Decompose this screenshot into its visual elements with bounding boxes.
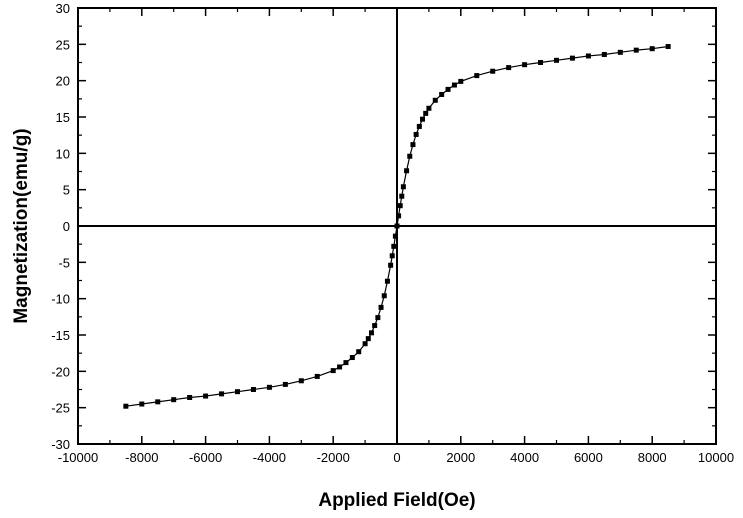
data-point xyxy=(617,49,623,55)
y-tick-label: -25 xyxy=(51,401,70,416)
data-point xyxy=(439,91,445,97)
y-tick-label: -30 xyxy=(51,437,70,452)
x-tick-label: -6000 xyxy=(189,450,222,465)
data-point xyxy=(378,304,384,310)
data-point xyxy=(420,116,426,122)
data-point xyxy=(266,384,272,390)
x-axis-title: Applied Field(Oe) xyxy=(318,490,475,511)
data-point xyxy=(235,389,240,395)
data-point xyxy=(139,401,145,407)
data-point xyxy=(171,397,177,403)
data-point xyxy=(365,336,371,342)
data-point xyxy=(155,399,161,405)
data-point xyxy=(282,381,288,387)
data-point xyxy=(349,355,355,361)
y-tick-label: -15 xyxy=(51,328,70,343)
x-tick-label: 10000 xyxy=(698,450,734,465)
x-tick-label: 6000 xyxy=(574,450,603,465)
x-tick-label: -10000 xyxy=(58,450,98,465)
x-tick-label: -2000 xyxy=(317,450,350,465)
data-point xyxy=(506,65,512,71)
data-point xyxy=(458,78,464,84)
data-point xyxy=(522,62,528,68)
x-tick-label: -4000 xyxy=(253,450,286,465)
data-point xyxy=(649,46,655,52)
data-point xyxy=(356,349,362,355)
y-tick-label: 10 xyxy=(56,146,70,161)
data-point xyxy=(413,131,419,137)
data-point xyxy=(343,360,349,366)
data-point xyxy=(372,323,378,329)
y-tick-label: -20 xyxy=(51,364,70,379)
x-tick-label: 0 xyxy=(393,450,400,465)
data-point xyxy=(601,52,607,58)
data-point xyxy=(432,97,438,103)
data-point xyxy=(330,368,336,374)
data-point xyxy=(203,393,209,399)
y-tick-label: -5 xyxy=(58,255,70,270)
data-point xyxy=(392,233,398,239)
data-point xyxy=(391,243,397,249)
tick-labels: -10000 -8000 -6000 -4000 -2000 0 2000 4000 6000 8… xyxy=(51,1,734,465)
data-point xyxy=(250,387,256,392)
series-markers xyxy=(123,44,671,409)
data-point xyxy=(396,213,402,219)
x-tick-label: 8000 xyxy=(638,450,667,465)
data-point xyxy=(426,105,432,111)
data-point xyxy=(445,86,451,92)
x-tick-label: 4000 xyxy=(510,450,539,465)
data-point xyxy=(388,262,394,268)
data-point xyxy=(538,60,544,65)
data-point xyxy=(399,193,405,199)
data-point xyxy=(337,364,343,370)
data-point xyxy=(314,373,320,379)
data-point xyxy=(400,184,406,190)
x-tick-label: 2000 xyxy=(446,450,475,465)
data-point xyxy=(490,68,496,74)
data-point xyxy=(404,168,410,174)
data-point xyxy=(397,203,403,209)
x-tick-label: -8000 xyxy=(125,450,158,465)
data-point xyxy=(665,44,671,50)
data-point xyxy=(187,394,193,400)
y-tick-label: 20 xyxy=(56,74,70,89)
data-point xyxy=(554,57,559,63)
data-point xyxy=(423,110,429,116)
data-point xyxy=(389,253,395,259)
y-tick-label: 30 xyxy=(56,1,70,16)
y-tick-label: 5 xyxy=(63,183,70,198)
data-point xyxy=(569,55,575,61)
data-point xyxy=(407,153,413,159)
y-tick-label: 0 xyxy=(63,219,70,234)
data-point xyxy=(381,293,387,299)
y-tick-label: 25 xyxy=(56,37,70,52)
data-point xyxy=(633,47,639,53)
data-point xyxy=(362,341,368,347)
data-point xyxy=(585,53,591,59)
data-point xyxy=(123,403,129,409)
y-tick-label: -10 xyxy=(51,292,70,307)
data-point xyxy=(368,330,374,336)
data-point xyxy=(394,223,400,229)
data-point xyxy=(416,123,422,129)
data-point xyxy=(219,391,225,397)
y-tick-label: 15 xyxy=(56,110,70,125)
data-point xyxy=(410,142,416,148)
y-axis-title: Magnetization(emu/g) xyxy=(11,128,32,323)
data-point xyxy=(298,378,304,384)
data-point xyxy=(474,73,480,79)
data-point xyxy=(375,315,381,321)
data-point xyxy=(451,82,457,88)
data-point xyxy=(384,278,390,284)
